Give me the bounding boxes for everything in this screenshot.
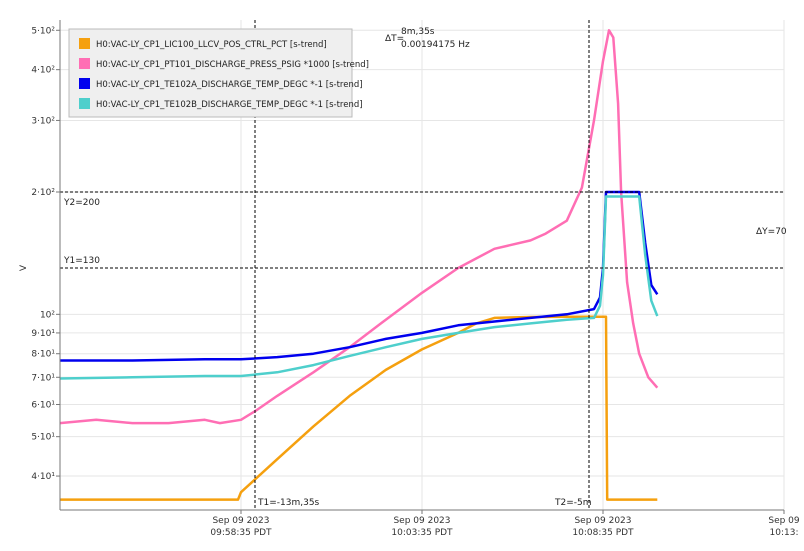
- legend-entry-1[interactable]: H0:VAC-LY_CP1_LIC100_LLCV_POS_CTRL_PCT […: [96, 40, 327, 50]
- y-axis-title: V: [19, 264, 29, 271]
- series-lines: [59, 29, 659, 501]
- y-tick-label: 5·10²: [31, 26, 55, 36]
- y-tick-label: 7·10¹: [31, 373, 55, 383]
- legend-swatch-4[interactable]: [79, 98, 90, 109]
- y-tick-label: 10²: [40, 310, 55, 320]
- x-tick-label-time: 09:58:35 PDT: [210, 528, 272, 538]
- x-tick-label-time: 10:03:35 PDT: [391, 528, 453, 538]
- delta-y-value: ΔY=70: [756, 227, 787, 237]
- cursor-t1-label: T1=-13m,35s: [257, 498, 320, 508]
- x-tick-label-date: Sep 09 2023: [574, 516, 631, 526]
- cursor-t2-label: T2=-5m: [554, 498, 592, 508]
- x-tick-label-date: Sep 09 2023: [212, 516, 269, 526]
- y-tick-label: 2·10²: [31, 188, 55, 198]
- legend[interactable]: H0:VAC-LY_CP1_LIC100_LLCV_POS_CTRL_PCT […: [68, 28, 369, 118]
- series-line-1: [60, 315, 658, 501]
- y-tick-label: 6·10¹: [31, 400, 55, 410]
- x-tick-label-time: 10:08:35 PDT: [572, 528, 634, 538]
- y-tick-label: 9·10¹: [31, 329, 55, 339]
- legend-background: [68, 28, 353, 118]
- y-tick-label: 3·10²: [31, 116, 55, 126]
- legend-entry-3[interactable]: H0:VAC-LY_CP1_TE102A_DISCHARGE_TEMP_DEGC…: [96, 80, 363, 90]
- x-tick-label-time: 10:13:: [770, 528, 799, 538]
- y-tick-label: 8·10¹: [31, 350, 55, 360]
- legend-swatch-3[interactable]: [79, 78, 90, 89]
- series-line-4: [59, 195, 659, 380]
- delta-t-value: 8m,35s: [401, 27, 435, 37]
- cursor-y1-label: Y1=130: [63, 256, 100, 266]
- series-line-3: [60, 190, 659, 362]
- series-line-2: [59, 29, 659, 425]
- legend-swatch-2[interactable]: [79, 58, 90, 69]
- y-tick-label: 4·10¹: [31, 472, 55, 482]
- x-tick-label-date: Sep 09 2023: [393, 516, 450, 526]
- legend-swatch-1[interactable]: [79, 38, 90, 49]
- legend-entry-4[interactable]: H0:VAC-LY_CP1_TE102B_DISCHARGE_TEMP_DEGC…: [96, 100, 363, 110]
- delta-t-prefix: ΔT=: [385, 34, 404, 44]
- x-tick-label-date: Sep 09: [768, 516, 800, 526]
- cursor-overlay[interactable]: T1=-13m,35s T2=-5m Y2=200 Y1=130 ΔT= 8m,…: [60, 20, 787, 510]
- delta-f-value: 0.00194175 Hz: [401, 40, 470, 50]
- legend-entry-2[interactable]: H0:VAC-LY_CP1_PT101_DISCHARGE_PRESS_PSIG…: [96, 60, 369, 70]
- cursor-y2-label: Y2=200: [63, 198, 100, 208]
- axis-ticks: 4·10¹ 5·10¹ 6·10¹ 7·10¹ 8·10¹ 9·10¹ 10² 2·10² 3·…: [31, 26, 800, 538]
- y-tick-label: 4·10²: [31, 66, 55, 76]
- y-tick-label: 5·10¹: [31, 433, 55, 443]
